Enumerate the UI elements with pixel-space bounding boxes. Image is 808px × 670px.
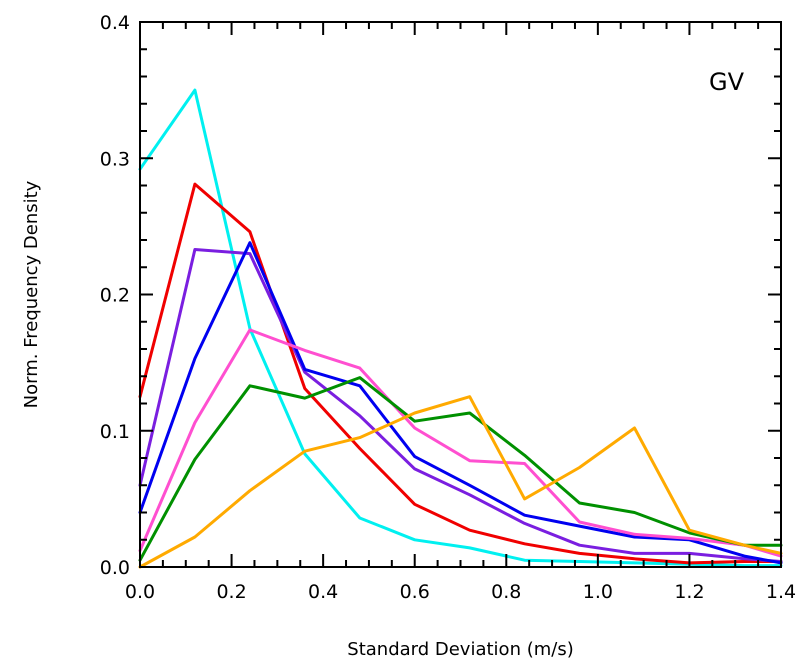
x-tick-label: 0.8 bbox=[491, 581, 521, 603]
plot-frame bbox=[139, 21, 782, 568]
panel-label: GV bbox=[709, 68, 745, 96]
tick-labels: 0.0 0.2 0.4 0.6 0.8 1.0 1.2 1.4 0.0 0.1 0.2 0.3 0.4 bbox=[100, 12, 796, 603]
x-tick-label: 1.0 bbox=[583, 581, 613, 603]
x-tick-label: 1.4 bbox=[766, 581, 796, 603]
y-tick-label: 0.4 bbox=[100, 12, 130, 34]
series-layer bbox=[138, 88, 783, 569]
x-tick-label: 1.2 bbox=[674, 581, 704, 603]
x-tick-label: 0.4 bbox=[308, 581, 338, 603]
x-tick-label: 0.2 bbox=[216, 581, 246, 603]
series-line-7 bbox=[138, 395, 783, 569]
y-tick-label: 0.3 bbox=[100, 148, 130, 170]
series-line-1 bbox=[138, 88, 783, 568]
x-axis-title: Standard Deviation (m/s) bbox=[347, 639, 573, 660]
y-tick-label: 0.1 bbox=[100, 421, 130, 443]
series-line-6 bbox=[138, 376, 783, 562]
y-tick-label: 0.0 bbox=[100, 557, 130, 579]
x-tick-label: 0.0 bbox=[125, 581, 155, 603]
series-line-5 bbox=[138, 328, 783, 558]
x-tick-label: 0.6 bbox=[400, 581, 430, 603]
series-line-2 bbox=[138, 182, 783, 565]
y-tick-label: 0.2 bbox=[100, 285, 130, 307]
axis-ticks bbox=[139, 21, 782, 568]
series-line-3 bbox=[138, 248, 783, 563]
y-axis-title: Norm. Frequency Density bbox=[21, 180, 42, 408]
